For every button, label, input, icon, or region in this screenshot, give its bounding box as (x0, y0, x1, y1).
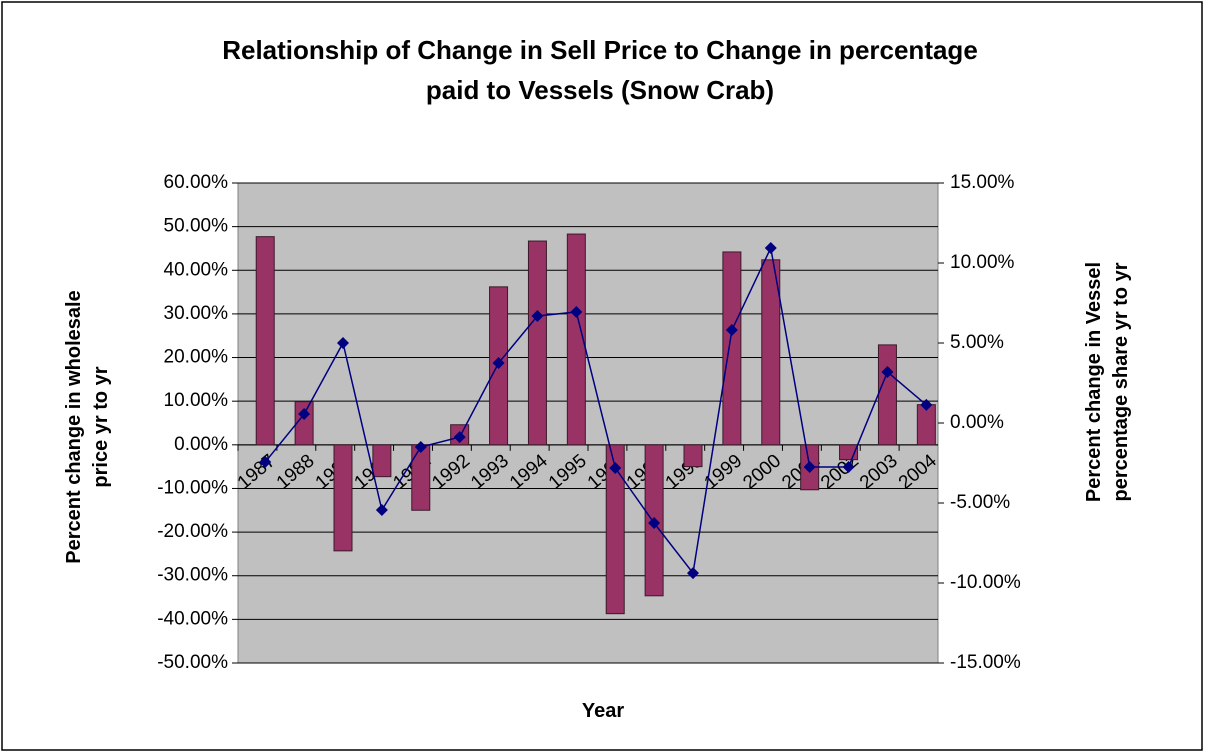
line-marker (531, 309, 544, 322)
bar (255, 236, 275, 446)
bar (761, 259, 781, 446)
line-marker (492, 357, 505, 369)
y2-tick-label: -5.00% (950, 492, 1010, 513)
line-marker (920, 398, 933, 411)
bar (605, 444, 625, 615)
y-tick-label: 10.00% (164, 390, 229, 411)
y-axis-label: Percent change in wholesale price yr to … (63, 290, 112, 564)
line-marker (259, 456, 272, 469)
y-tick-label: 0.00% (174, 434, 228, 455)
line-marker (337, 337, 349, 349)
line-marker (414, 441, 427, 453)
line-marker (375, 504, 388, 517)
line-marker (803, 461, 816, 473)
y-tick-label: 30.00% (164, 303, 229, 324)
bar (683, 444, 703, 468)
y2-tick-label: 5.00% (950, 332, 1004, 353)
line-marker (842, 461, 855, 473)
line-marker (881, 365, 894, 378)
y-tick-label: -50.00% (157, 652, 228, 673)
y-tick-label: 40.00% (164, 259, 229, 280)
line-marker (764, 241, 777, 254)
line-marker (648, 517, 661, 529)
y-tick-label: -30.00% (157, 565, 228, 586)
y2-tick-label: -15.00% (950, 652, 1021, 673)
y-tick-label: -40.00% (157, 608, 228, 629)
y-tick-label: 50.00% (164, 216, 229, 237)
bar (411, 444, 431, 511)
line-marker (609, 461, 622, 474)
y2-axis-label: Percent change in Vessel percentage shar… (1083, 261, 1132, 503)
bar (722, 251, 742, 446)
bar (294, 401, 314, 446)
bar (372, 444, 392, 478)
line-marker (725, 324, 738, 337)
bar (877, 344, 897, 446)
chart-title: Relationship of Change in Sell Price to … (222, 35, 978, 105)
plot-area (237, 182, 939, 664)
bar (527, 240, 547, 446)
y2-tick-label: 15.00% (950, 172, 1015, 193)
y2-tick-label: 10.00% (950, 252, 1015, 273)
x-axis-label: Year (581, 700, 625, 722)
y2-tick-label: -10.00% (950, 572, 1021, 593)
line-marker (570, 305, 583, 318)
y2-tick-label: 0.00% (950, 412, 1004, 433)
y-tick-label: -10.00% (157, 477, 228, 498)
y-tick-label: 60.00% (164, 172, 229, 193)
line (264, 245, 927, 575)
line-marker (298, 408, 311, 421)
y-tick-label: -20.00% (157, 521, 228, 542)
bar (566, 233, 586, 446)
line-marker (687, 567, 699, 580)
y-tick-label: 20.00% (164, 347, 229, 368)
line-marker (453, 431, 466, 444)
bar (333, 444, 353, 552)
